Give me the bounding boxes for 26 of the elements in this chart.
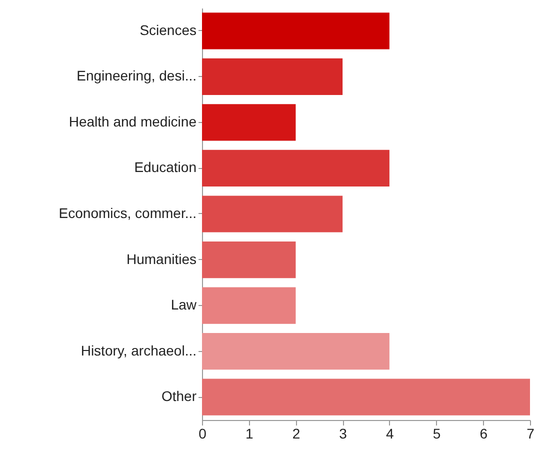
y-tick-label: Economics, commer... <box>58 205 196 221</box>
y-tick-label: Education <box>134 159 196 176</box>
y-tick-label: History, archaeol... <box>80 342 196 358</box>
x-tick-label: 3 <box>339 426 348 442</box>
bar <box>202 241 296 278</box>
y-tick-label: Humanities <box>126 250 196 267</box>
bar <box>202 104 296 141</box>
y-tick-label: Engineering, desi... <box>76 68 196 84</box>
bar <box>202 12 390 50</box>
x-tick-label: 5 <box>432 426 441 442</box>
bar <box>202 150 390 187</box>
bar <box>202 378 530 416</box>
y-tick-label: Law <box>170 296 198 313</box>
x-tick-label: 4 <box>386 426 394 442</box>
x-tick-label: 7 <box>526 426 535 442</box>
y-tick-label: Other <box>161 388 197 404</box>
bar <box>202 287 296 324</box>
x-tick-label: 1 <box>245 426 254 442</box>
bar <box>202 196 343 232</box>
bar <box>202 333 390 370</box>
x-tick-label: 6 <box>480 426 488 442</box>
x-tick-label: 0 <box>198 426 207 442</box>
y-tick-label: Sciences <box>140 22 196 38</box>
x-tick-label: 2 <box>292 426 300 442</box>
y-tick-label: Health and medicine <box>68 113 197 130</box>
bar <box>202 58 343 95</box>
